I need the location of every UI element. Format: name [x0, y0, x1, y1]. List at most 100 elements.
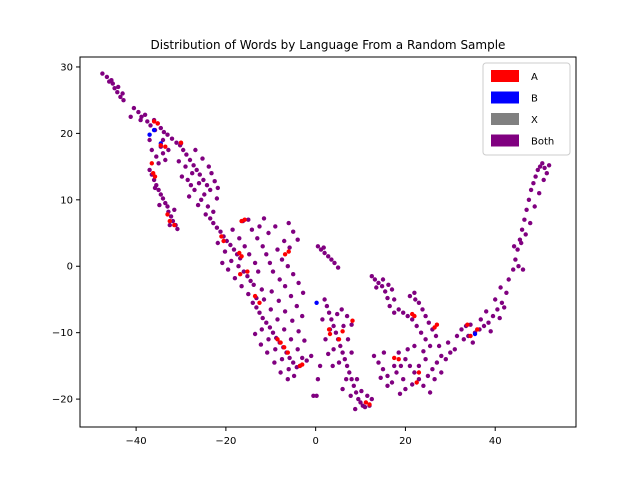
- data-point-both: [389, 380, 395, 385]
- data-point-both: [515, 247, 520, 252]
- data-point-a: [327, 331, 333, 337]
- data-point-both: [376, 360, 381, 365]
- data-point-both: [513, 257, 518, 262]
- data-point-both: [279, 257, 285, 262]
- data-point-both: [285, 377, 290, 382]
- data-point-both: [211, 209, 216, 214]
- data-point-both: [282, 309, 288, 314]
- y-tick-label: 30: [60, 62, 73, 73]
- data-point-both: [410, 317, 415, 322]
- data-point-both: [528, 220, 533, 226]
- x-tick-label: 0: [312, 436, 318, 447]
- data-point-both: [157, 202, 162, 208]
- data-point-both: [296, 280, 301, 286]
- data-point-both: [531, 181, 536, 186]
- data-point-both: [260, 244, 265, 249]
- data-point-both: [166, 147, 171, 153]
- legend-swatch-both: [491, 134, 519, 147]
- data-point-a: [167, 218, 172, 224]
- data-point-both: [288, 337, 294, 342]
- data-point-both: [160, 137, 166, 143]
- data-point-both: [314, 393, 319, 398]
- data-point-both: [311, 393, 316, 398]
- data-point-both: [398, 363, 404, 369]
- data-point-both: [407, 293, 413, 299]
- data-point-both: [193, 147, 198, 153]
- data-point-a: [275, 337, 280, 342]
- data-point-both: [252, 331, 258, 337]
- data-point-both: [277, 277, 282, 282]
- data-point-both: [461, 337, 466, 342]
- data-point-both: [230, 227, 235, 232]
- data-point-both: [340, 386, 345, 392]
- data-point-both: [295, 237, 300, 242]
- data-point-both: [209, 171, 214, 176]
- data-point-a: [350, 318, 355, 323]
- data-point-both: [326, 254, 331, 259]
- data-point-both: [356, 396, 361, 402]
- data-point-both: [329, 317, 334, 322]
- data-point-both: [405, 347, 410, 352]
- data-point-both: [148, 123, 153, 128]
- data-point-both: [309, 353, 314, 359]
- data-point-both: [278, 370, 283, 375]
- data-point-both: [236, 264, 241, 269]
- data-point-both: [412, 343, 417, 349]
- data-point-b: [472, 331, 478, 337]
- data-point-both: [401, 310, 406, 315]
- data-point-both: [320, 317, 325, 322]
- data-point-both: [386, 282, 391, 287]
- data-point-both: [374, 285, 379, 290]
- data-point-both: [342, 357, 347, 362]
- data-point-both: [208, 216, 213, 221]
- data-point-both: [200, 156, 205, 161]
- data-point-both: [142, 112, 148, 118]
- data-point-both: [170, 218, 176, 224]
- data-point-both: [540, 161, 545, 166]
- data-point-both: [212, 179, 217, 184]
- data-point-both: [211, 220, 216, 226]
- legend-label-a: A: [531, 72, 538, 83]
- data-point-a: [219, 234, 224, 239]
- data-point-a: [468, 333, 473, 339]
- data-point-both: [535, 167, 540, 173]
- data-point-both: [294, 303, 299, 309]
- x-tick-label: −20: [215, 436, 236, 447]
- data-point-both: [118, 94, 123, 100]
- y-axis: −20 −10 0 10 20 30: [52, 62, 80, 406]
- data-point-both: [436, 343, 442, 349]
- data-point-both: [201, 177, 206, 183]
- data-point-both: [282, 238, 287, 244]
- data-point-both: [275, 247, 280, 252]
- data-point-both: [287, 245, 292, 250]
- data-point-both: [439, 353, 444, 359]
- data-point-both: [279, 357, 285, 362]
- data-point-both: [264, 320, 269, 325]
- data-point-both: [359, 388, 364, 394]
- data-point-both: [147, 137, 152, 143]
- data-point-both: [282, 327, 287, 332]
- data-point-both: [165, 204, 170, 209]
- data-point-both: [231, 247, 237, 252]
- data-point-both: [335, 265, 341, 270]
- data-point-both: [291, 373, 297, 379]
- data-point-both: [156, 161, 161, 166]
- data-point-both: [423, 337, 428, 342]
- data-point-both: [205, 204, 211, 209]
- y-tick-label: 20: [60, 129, 73, 140]
- data-point-b: [151, 127, 157, 133]
- data-point-a: [172, 222, 177, 228]
- data-point-both: [266, 230, 271, 236]
- data-point-both: [250, 300, 255, 305]
- data-point-both: [208, 187, 213, 193]
- data-point-a: [475, 327, 480, 332]
- data-point-both: [516, 264, 521, 269]
- data-point-both: [154, 154, 159, 159]
- data-point-both: [385, 383, 390, 388]
- data-point-both: [420, 307, 425, 312]
- data-point-both: [349, 322, 354, 327]
- data-point-both: [252, 260, 258, 266]
- data-point-both: [291, 229, 296, 234]
- data-point-both: [423, 357, 428, 362]
